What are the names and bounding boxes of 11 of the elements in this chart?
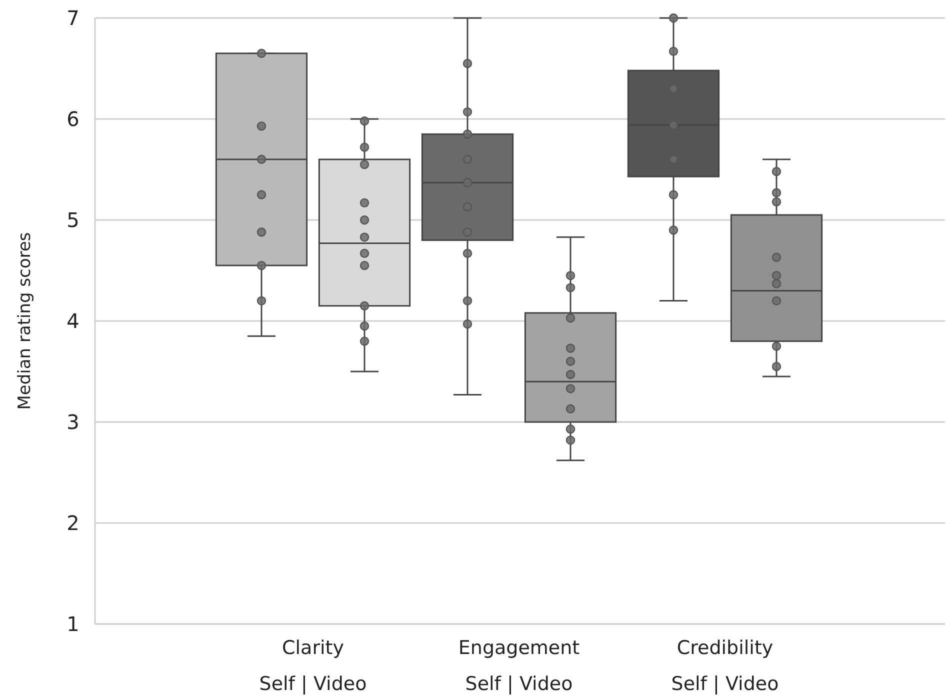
x-tick-label: Clarity Self | Video [259,637,367,695]
y-axis-title: Median rating scores [15,232,35,410]
y-tick-label: 3 [66,410,80,434]
y-tick-label: 4 [66,309,80,333]
y-tick-label: 2 [66,511,80,535]
y-tick-label: 5 [66,208,80,232]
y-tick-label: 7 [66,6,80,30]
x-tick-label: Engagement Self | Video [458,637,580,695]
x-tick-label: Credibility Self | Video [671,637,779,695]
y-tick-label: 6 [66,107,80,131]
y-tick-label: 1 [66,612,80,636]
